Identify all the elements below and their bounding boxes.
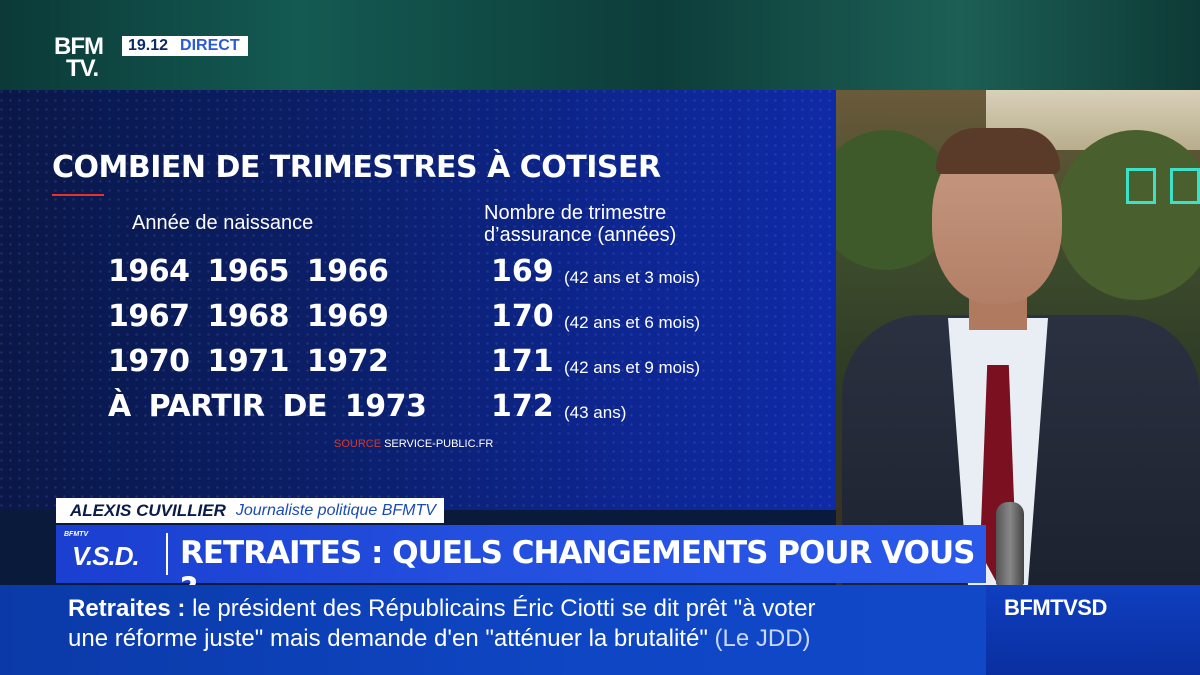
infographic-panel: COMBIEN DE TRIMESTRES À COTISER Année de… [0, 90, 836, 510]
column-header-quarters: Nombre de trimestre d’assurance (années) [484, 202, 676, 246]
table-row: 1967 1968 1969 170 (42 ans et 6 mois) [108, 299, 748, 344]
show-name: V.S.D. [72, 541, 140, 571]
presenter-hair [936, 128, 1060, 174]
logo-bottom: TV. [66, 55, 99, 82]
show-mini-label: BFMTV [64, 531, 89, 538]
ticker-colon: : [177, 595, 186, 622]
show-logo: BFMTV V.S.D. [56, 525, 166, 583]
ticker-keyword: Retraites [68, 595, 171, 622]
source-value: SERVICE-PUBLIC.FR [384, 438, 494, 450]
headline-strap: BFMTV V.S.D. RETRAITES : QUELS CHANGEMEN… [56, 525, 986, 607]
background-tree [1056, 130, 1200, 300]
news-ticker: Retraites : le président des Républicain… [0, 585, 986, 675]
ticker-text-2: une réforme juste" mais demande d'en "at… [68, 625, 708, 652]
ticker-line-2: une réforme juste" mais demande d'en "at… [68, 625, 811, 653]
title-underline [52, 194, 104, 196]
column-header-birth-year: Année de naissance [132, 212, 314, 234]
birth-years: 1967 1968 1969 [108, 299, 389, 334]
birth-years: À PARTIR DE 1973 [108, 389, 427, 424]
birth-years: 1964 1965 1966 [108, 254, 389, 289]
birth-years: 1970 1971 1972 [108, 344, 389, 379]
column-header-quarters-line1: Nombre de trimestre [484, 202, 667, 224]
ticker-source: (Le JDD) [714, 625, 811, 652]
quarters-count: 169 [491, 254, 554, 289]
studio-decor [1170, 168, 1200, 204]
ticker-text-1: le président des Républicains Éric Ciott… [192, 595, 816, 622]
channel-name: BFMTVSD [1004, 595, 1107, 620]
live-badge: 19.12 DIRECT [122, 36, 248, 56]
duration: (42 ans et 3 mois) [564, 268, 701, 287]
headline-text: RETRAITES : QUELS CHANGEMENTS POUR VOUS … [180, 535, 976, 607]
studio-decor [1126, 168, 1156, 204]
duration: (42 ans et 6 mois) [564, 313, 701, 332]
quarters-count: 170 [491, 299, 554, 334]
infographic-title: COMBIEN DE TRIMESTRES À COTISER [52, 150, 661, 185]
channel-box: BFMTVSD [986, 585, 1200, 675]
quarters-count: 171 [491, 344, 554, 379]
source-label: SOURCE [334, 438, 382, 450]
table-row: 1970 1971 1972 171 (42 ans et 9 mois) [108, 344, 748, 389]
column-header-quarters-line2: d’assurance (années) [484, 224, 677, 246]
bfmtv-logo: BFM TV. [54, 33, 116, 86]
duration: (42 ans et 9 mois) [564, 358, 701, 377]
logo-top: BFM [54, 33, 104, 60]
duration: (43 ans) [564, 403, 627, 422]
quarters-count: 172 [491, 389, 554, 424]
presenter-role: Journaliste politique BFMTV [235, 501, 436, 519]
table-row: 1964 1965 1966 169 (42 ans et 3 mois) [108, 254, 748, 299]
presenter-name: ALEXIS CUVILLIER [70, 500, 226, 520]
studio-video [836, 90, 1200, 585]
headline-separator [166, 533, 168, 575]
name-strap: ALEXIS CUVILLIER Journaliste politique B… [56, 498, 444, 523]
ticker-line-1: Retraites : le président des Républicain… [68, 595, 816, 623]
table-row: À PARTIR DE 1973 172 (43 ans) [108, 389, 748, 434]
clock-time: 19.12 [128, 37, 169, 54]
quarters-table: 1964 1965 1966 169 (42 ans et 3 mois) 19… [108, 254, 748, 434]
source-credit: SOURCE SERVICE-PUBLIC.FR [334, 438, 493, 450]
live-label: DIRECT [180, 37, 240, 54]
microphone [996, 502, 1024, 585]
